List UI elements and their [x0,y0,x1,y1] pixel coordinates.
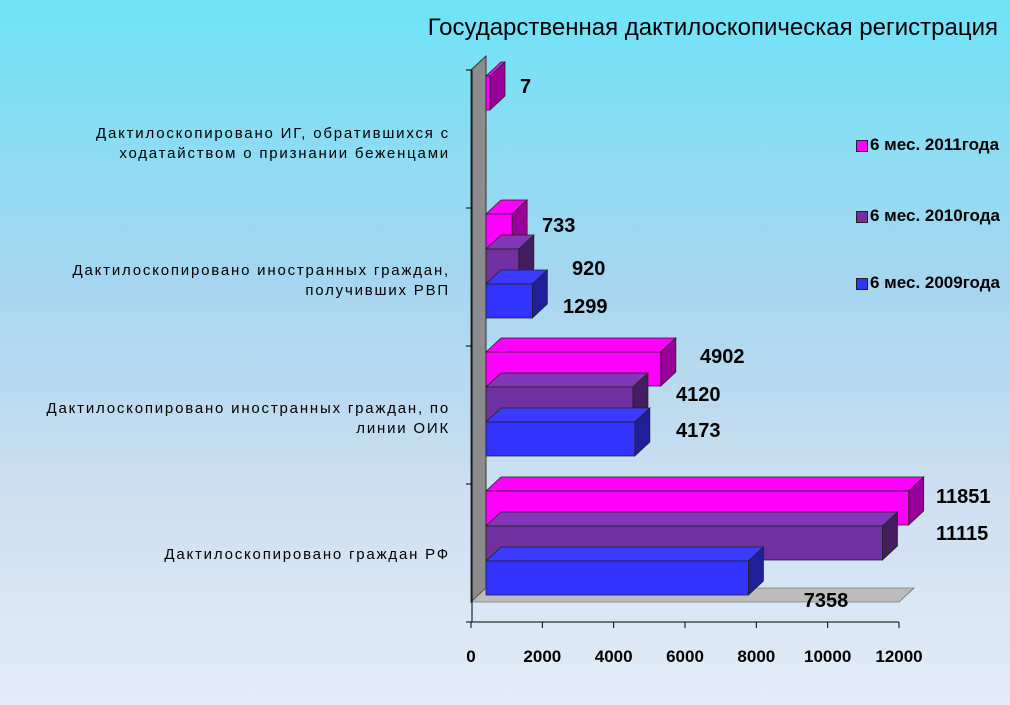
legend-swatch-2011 [856,140,868,152]
chart-title: Государственная дактилоскопическая регис… [427,14,998,41]
bar-3-0 [485,75,491,111]
x-tick-label-6: 12000 [875,647,922,666]
bar-top-0-1 [484,511,899,527]
back-wall [470,54,487,604]
category-label-refugees: Дактилоскопировано ИГ, обратившихся с хо… [96,125,450,162]
legend-label-2009: 6 мес. 2009года [870,273,1000,292]
legend-label-2010: 6 мес. 2010года [870,206,1000,225]
bar-top-1-0 [484,337,677,353]
legend-label-2011: 6 мес. 2011года [870,135,1000,154]
bar-end-3-0 [489,61,506,111]
data-label-3-0: 7 [520,76,531,98]
data-label-0-2: 7358 [804,590,849,612]
bar-top-1-1 [484,372,649,388]
data-label-1-0: 4902 [700,346,745,368]
data-label-2-1: 920 [572,258,605,280]
data-label-1-1: 4120 [676,384,721,406]
x-tick-label-5: 10000 [804,647,851,666]
x-tick-label-1: 2000 [523,647,561,666]
x-tick-label-0: 0 [466,647,475,666]
category-label-oik: Дактилоскопировано иностранных граждан, … [46,400,450,437]
legend-item-2009: 6 мес. 2009года [856,272,1000,294]
bar-2-2 [485,283,533,319]
bar-top-1-2 [484,407,651,423]
legend-item-2010: 6 мес. 2010года [856,205,1000,227]
x-tick-label-2: 4000 [595,647,633,666]
legend-item-2011: 6 мес. 2011года [856,134,1000,156]
legend-swatch-2009 [856,278,868,290]
category-label-citizens: Дактилоскопировано граждан РФ [164,546,450,563]
bar-top-0-0 [484,476,925,492]
bar-0-2 [485,560,749,596]
x-tick-label-3: 6000 [666,647,704,666]
data-label-0-1: 11115 [936,523,988,545]
data-label-0-0: 11851 [936,486,991,508]
category-label-rvp: Дактилоскопировано иностранных граждан, … [72,262,450,299]
bar-top-0-2 [484,546,765,562]
x-tick-label-4: 8000 [737,647,775,666]
data-label-2-2: 1299 [563,296,608,318]
data-label-2-0: 733 [542,215,575,237]
bar-1-2 [485,421,636,457]
legend-swatch-2010 [856,211,868,223]
data-label-1-2: 4173 [676,420,721,442]
